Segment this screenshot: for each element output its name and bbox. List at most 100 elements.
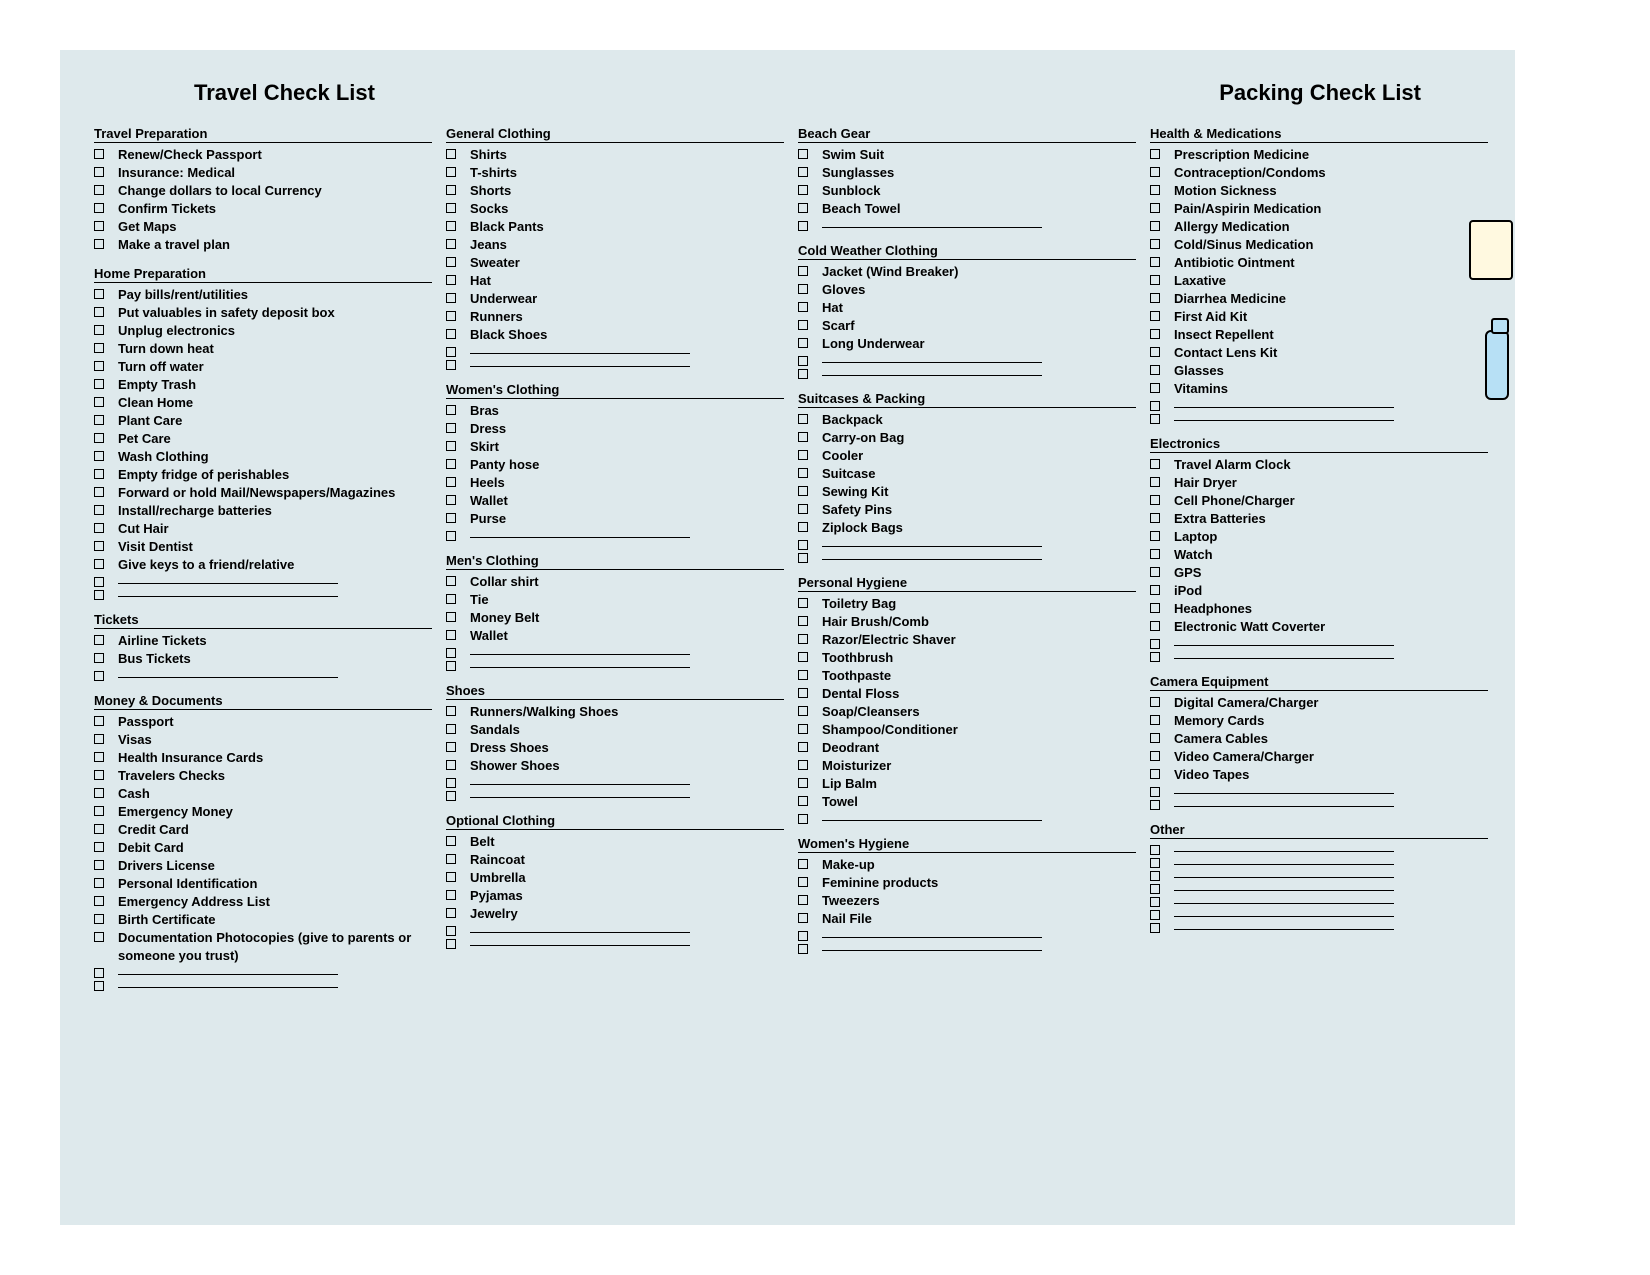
checkbox-icon[interactable] (798, 369, 808, 379)
checkbox-icon[interactable] (94, 788, 104, 798)
checkbox-icon[interactable] (1150, 347, 1160, 357)
checkbox-icon[interactable] (1150, 923, 1160, 933)
checkbox-icon[interactable] (1150, 203, 1160, 213)
checkbox-icon[interactable] (94, 806, 104, 816)
checkbox-icon[interactable] (1150, 585, 1160, 595)
checkbox-icon[interactable] (94, 415, 104, 425)
blank-line[interactable] (1174, 868, 1394, 878)
checkbox-icon[interactable] (446, 531, 456, 541)
checkbox-icon[interactable] (94, 896, 104, 906)
checkbox-icon[interactable] (1150, 858, 1160, 868)
checkbox-icon[interactable] (1150, 845, 1160, 855)
checkbox-icon[interactable] (94, 968, 104, 978)
checkbox-icon[interactable] (94, 523, 104, 533)
checkbox-icon[interactable] (798, 931, 808, 941)
blank-line[interactable] (118, 574, 338, 584)
checkbox-icon[interactable] (798, 760, 808, 770)
checkbox-icon[interactable] (94, 671, 104, 681)
checkbox-icon[interactable] (446, 221, 456, 231)
checkbox-icon[interactable] (1150, 275, 1160, 285)
checkbox-icon[interactable] (798, 356, 808, 366)
checkbox-icon[interactable] (1150, 414, 1160, 424)
checkbox-icon[interactable] (1150, 787, 1160, 797)
blank-line[interactable] (1174, 894, 1394, 904)
checkbox-icon[interactable] (798, 266, 808, 276)
checkbox-icon[interactable] (446, 513, 456, 523)
checkbox-icon[interactable] (94, 343, 104, 353)
blank-line[interactable] (1174, 411, 1394, 421)
checkbox-icon[interactable] (94, 433, 104, 443)
checkbox-icon[interactable] (1150, 311, 1160, 321)
checkbox-icon[interactable] (94, 878, 104, 888)
checkbox-icon[interactable] (1150, 910, 1160, 920)
checkbox-icon[interactable] (446, 778, 456, 788)
checkbox-icon[interactable] (94, 577, 104, 587)
checkbox-icon[interactable] (798, 634, 808, 644)
checkbox-icon[interactable] (1150, 459, 1160, 469)
checkbox-icon[interactable] (798, 616, 808, 626)
checkbox-icon[interactable] (446, 293, 456, 303)
checkbox-icon[interactable] (446, 185, 456, 195)
blank-line[interactable] (1174, 842, 1394, 852)
checkbox-icon[interactable] (798, 185, 808, 195)
checkbox-icon[interactable] (94, 635, 104, 645)
checkbox-icon[interactable] (798, 670, 808, 680)
blank-line[interactable] (1174, 636, 1394, 646)
checkbox-icon[interactable] (1150, 383, 1160, 393)
blank-line[interactable] (822, 550, 1042, 560)
checkbox-icon[interactable] (94, 505, 104, 515)
checkbox-icon[interactable] (94, 289, 104, 299)
checkbox-icon[interactable] (798, 598, 808, 608)
checkbox-icon[interactable] (1150, 603, 1160, 613)
checkbox-icon[interactable] (446, 459, 456, 469)
checkbox-icon[interactable] (798, 167, 808, 177)
blank-line[interactable] (822, 928, 1042, 938)
checkbox-icon[interactable] (798, 724, 808, 734)
checkbox-icon[interactable] (94, 239, 104, 249)
blank-line[interactable] (822, 353, 1042, 363)
checkbox-icon[interactable] (446, 661, 456, 671)
blank-line[interactable] (1174, 881, 1394, 891)
checkbox-icon[interactable] (1150, 495, 1160, 505)
blank-line[interactable] (470, 357, 690, 367)
checkbox-icon[interactable] (1150, 257, 1160, 267)
checkbox-icon[interactable] (446, 576, 456, 586)
blank-line[interactable] (1174, 797, 1394, 807)
checkbox-icon[interactable] (1150, 185, 1160, 195)
checkbox-icon[interactable] (446, 405, 456, 415)
checkbox-icon[interactable] (94, 914, 104, 924)
checkbox-icon[interactable] (446, 648, 456, 658)
checkbox-icon[interactable] (94, 469, 104, 479)
checkbox-icon[interactable] (446, 257, 456, 267)
blank-line[interactable] (470, 788, 690, 798)
checkbox-icon[interactable] (94, 653, 104, 663)
checkbox-icon[interactable] (1150, 751, 1160, 761)
checkbox-icon[interactable] (94, 716, 104, 726)
checkbox-icon[interactable] (94, 203, 104, 213)
checkbox-icon[interactable] (798, 944, 808, 954)
checkbox-icon[interactable] (1150, 221, 1160, 231)
blank-line[interactable] (118, 587, 338, 597)
checkbox-icon[interactable] (446, 612, 456, 622)
checkbox-icon[interactable] (446, 926, 456, 936)
blank-line[interactable] (822, 941, 1042, 951)
checkbox-icon[interactable] (798, 302, 808, 312)
checkbox-icon[interactable] (1150, 149, 1160, 159)
checkbox-icon[interactable] (1150, 567, 1160, 577)
blank-line[interactable] (470, 923, 690, 933)
checkbox-icon[interactable] (1150, 639, 1160, 649)
checkbox-icon[interactable] (94, 981, 104, 991)
checkbox-icon[interactable] (446, 441, 456, 451)
checkbox-icon[interactable] (446, 854, 456, 864)
checkbox-icon[interactable] (94, 325, 104, 335)
checkbox-icon[interactable] (1150, 884, 1160, 894)
blank-line[interactable] (118, 668, 338, 678)
checkbox-icon[interactable] (798, 450, 808, 460)
checkbox-icon[interactable] (94, 361, 104, 371)
checkbox-icon[interactable] (94, 590, 104, 600)
checkbox-icon[interactable] (446, 939, 456, 949)
checkbox-icon[interactable] (94, 860, 104, 870)
checkbox-icon[interactable] (446, 311, 456, 321)
checkbox-icon[interactable] (1150, 513, 1160, 523)
checkbox-icon[interactable] (446, 360, 456, 370)
